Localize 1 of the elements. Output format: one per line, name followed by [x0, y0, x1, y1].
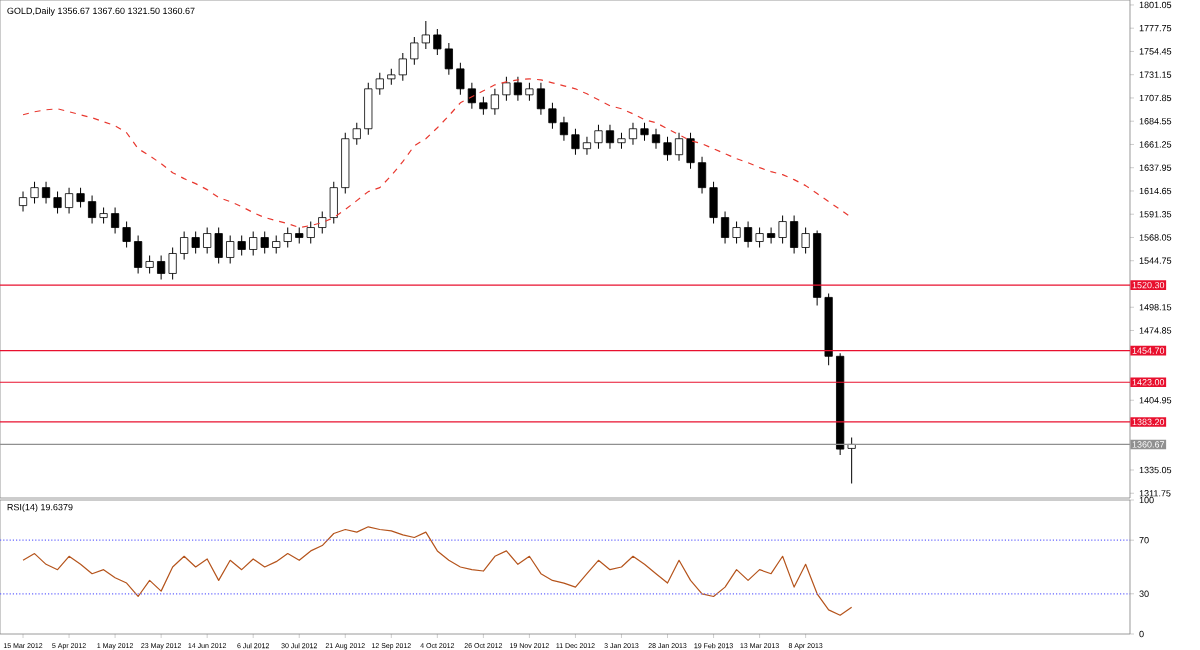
line-series: [22, 526, 853, 616]
